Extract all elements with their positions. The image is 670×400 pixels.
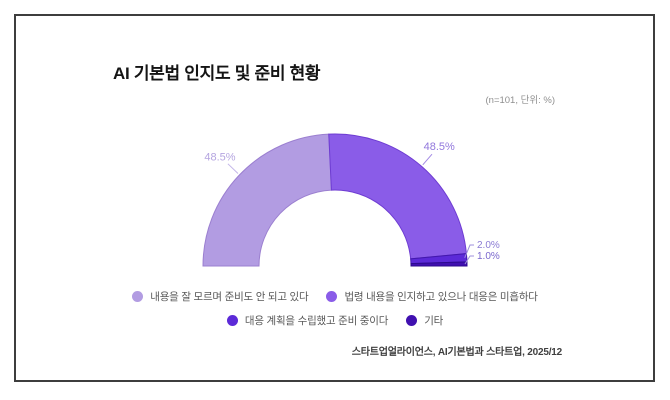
data-label: 2.0% <box>477 240 500 251</box>
data-label: 48.5% <box>424 141 455 153</box>
label-leader-line <box>464 244 474 258</box>
legend-label: 대응 계획을 수립했고 준비 중이다 <box>244 315 389 327</box>
label-leader-line <box>464 255 474 265</box>
data-label: 1.0% <box>477 251 500 262</box>
chart-card <box>14 14 655 382</box>
chart-legend: 내용을 잘 모르며 준비도 안 되고 있다 법령 내용을 인지하고 있으나 대응은… <box>0 289 670 328</box>
legend-label: 법령 내용을 인지하고 있으나 대응은 미흡하다 <box>344 291 538 303</box>
data-label: 48.5% <box>204 151 235 163</box>
chart-title: AI 기본법 인지도 및 준비 현황 <box>113 64 321 83</box>
legend-label: 기타 <box>424 315 444 327</box>
label-leader-line <box>227 163 239 174</box>
legend-swatch-icon <box>226 315 238 326</box>
donut-segment-0 <box>202 133 332 267</box>
label-leader-line <box>422 153 433 166</box>
donut-segment-3 <box>410 261 468 267</box>
legend-swatch-icon <box>406 315 418 326</box>
legend-item-1: 법령 내용을 인지하고 있으나 대응은 미흡하다 <box>326 289 538 304</box>
legend-label: 내용을 잘 모르며 준비도 안 되고 있다 <box>150 291 309 303</box>
legend-swatch-icon <box>326 291 338 302</box>
legend-item-2: 대응 계획을 수립했고 준비 중이다 <box>226 313 389 328</box>
legend-swatch-icon <box>132 291 144 302</box>
legend-row: 내용을 잘 모르며 준비도 안 되고 있다 법령 내용을 인지하고 있으나 대응은… <box>132 289 538 304</box>
legend-item-0: 내용을 잘 모르며 준비도 안 되고 있다 <box>132 289 309 304</box>
legend-row: 대응 계획을 수립했고 준비 중이다 기타 <box>226 313 443 328</box>
donut-segment-1 <box>328 133 467 260</box>
source-citation: 스타트업얼라이언스, AI기본법과 스타트업, 2025/12 <box>351 347 562 358</box>
sample-size-note: (n=101, 단위: %) <box>485 95 556 106</box>
legend-item-3: 기타 <box>406 313 443 328</box>
